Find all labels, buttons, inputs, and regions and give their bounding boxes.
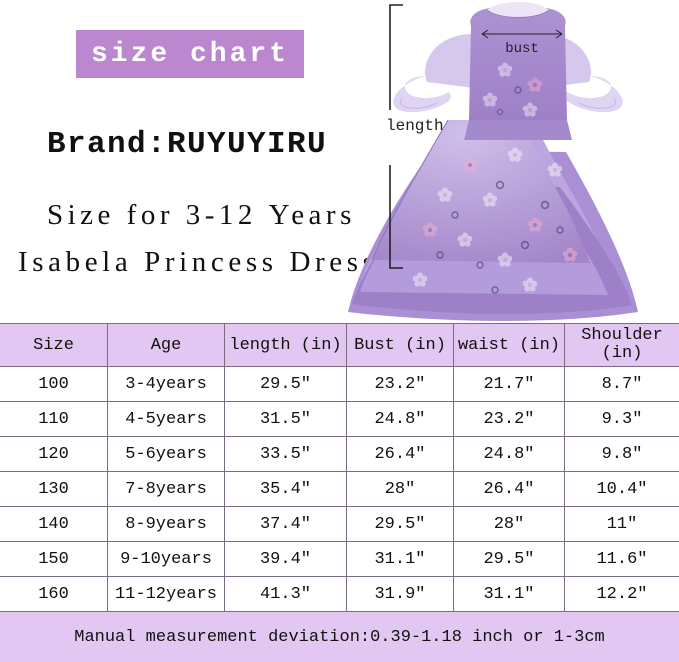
svg-text:bust: bust [505, 41, 539, 57]
svg-text:length: length [386, 117, 444, 135]
